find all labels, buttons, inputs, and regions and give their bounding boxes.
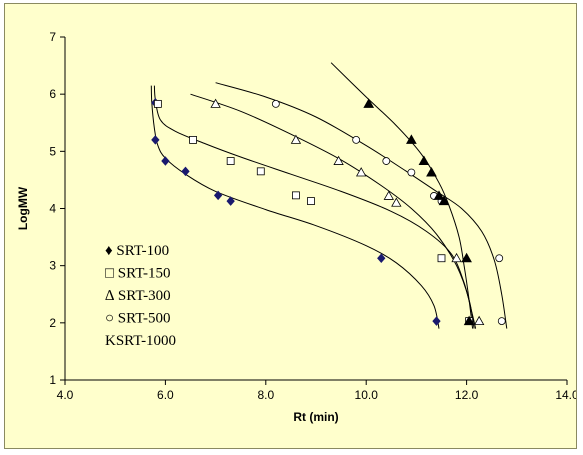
point-srt-1000 [426, 166, 437, 177]
point-srt-300 [383, 190, 394, 200]
fit-curve-srt-300 [190, 93, 475, 329]
point-srt-500 [407, 168, 416, 177]
point-srt-100 [226, 196, 235, 206]
chart-frame: 4.0 6.0 8.0 10.0 12.0 14.0 1 2 3 4 5 6 7 ♦ SRT-100 □ … [4, 3, 577, 449]
legend-entry-srt-150: □ SRT-150 [105, 266, 171, 282]
x-tick-label: 4.0 [57, 388, 74, 402]
chart-plot: 4.0 6.0 8.0 10.0 12.0 14.0 1 2 3 4 5 6 7 ♦ SRT-100 □ … [5, 4, 576, 448]
fit-curves [150, 62, 508, 329]
point-srt-1000 [418, 155, 430, 166]
axes: 4.0 6.0 8.0 10.0 12.0 14.0 1 2 3 4 5 6 7 [49, 30, 576, 402]
legend-entry-srt-300: ∆ SRT-300 [105, 288, 171, 304]
point-srt-300 [333, 155, 344, 165]
point-srt-1000 [461, 252, 472, 263]
point-srt-1000 [438, 195, 450, 206]
point-srt-500 [382, 157, 391, 165]
y-tick-label: 1 [49, 373, 56, 387]
point-srt-300 [210, 98, 221, 108]
point-srt-300 [391, 197, 402, 207]
fit-curve-srt-100 [150, 85, 440, 329]
point-srt-150 [226, 157, 235, 165]
legend-entry-srt-500: ○ SRT-500 [105, 311, 171, 327]
point-srt-300 [473, 315, 485, 326]
data-points [151, 97, 506, 326]
point-srt-150 [153, 99, 162, 108]
point-srt-150 [189, 135, 197, 144]
point-srt-150 [256, 167, 265, 176]
point-srt-1000 [406, 134, 417, 144]
point-srt-500 [495, 254, 504, 263]
y-tick-label: 2 [49, 316, 56, 330]
y-tick-label: 3 [49, 259, 56, 273]
point-srt-300 [290, 134, 302, 144]
point-srt-100 [377, 253, 386, 263]
y-tick-label: 5 [49, 144, 56, 158]
legend: ♦ SRT-100 □ SRT-150 ∆ SRT-300 ○ SRT-500 KSRT… [105, 243, 176, 349]
y-axis-title: LogMW [16, 186, 30, 230]
x-tick-label: 8.0 [257, 388, 274, 402]
x-tick-label: 6.0 [157, 388, 174, 402]
fit-curve-srt-500 [215, 82, 508, 329]
point-srt-500 [497, 317, 506, 326]
chart-background [5, 4, 576, 448]
point-srt-150 [292, 191, 300, 200]
point-srt-100 [161, 156, 170, 166]
point-srt-100 [213, 190, 223, 201]
x-tick-label: 12.0 [455, 388, 479, 402]
y-tick-label: 6 [49, 87, 56, 101]
y-tick-label: 4 [49, 202, 56, 216]
point-srt-100 [151, 135, 160, 145]
point-srt-500 [352, 135, 361, 144]
fit-curve-srt-1000 [330, 62, 474, 329]
legend-entry-srt-100: ♦ SRT-100 [105, 243, 169, 259]
y-tick-label: 7 [49, 30, 56, 44]
point-srt-300 [355, 167, 367, 177]
point-srt-1000 [363, 98, 375, 108]
x-tick-label: 10.0 [355, 388, 379, 402]
point-srt-100 [432, 316, 441, 326]
legend-entry-srt-1000: KSRT-1000 [105, 333, 176, 349]
point-srt-500 [271, 99, 280, 108]
point-srt-1000 [463, 315, 475, 326]
point-srt-300 [451, 252, 462, 263]
point-srt-150 [437, 254, 446, 263]
x-axis-title: Rt (min) [293, 410, 338, 424]
x-tick-label: 14.0 [555, 388, 576, 402]
point-srt-150 [307, 197, 315, 205]
point-srt-100 [181, 166, 190, 177]
point-srt-1000 [433, 190, 445, 200]
